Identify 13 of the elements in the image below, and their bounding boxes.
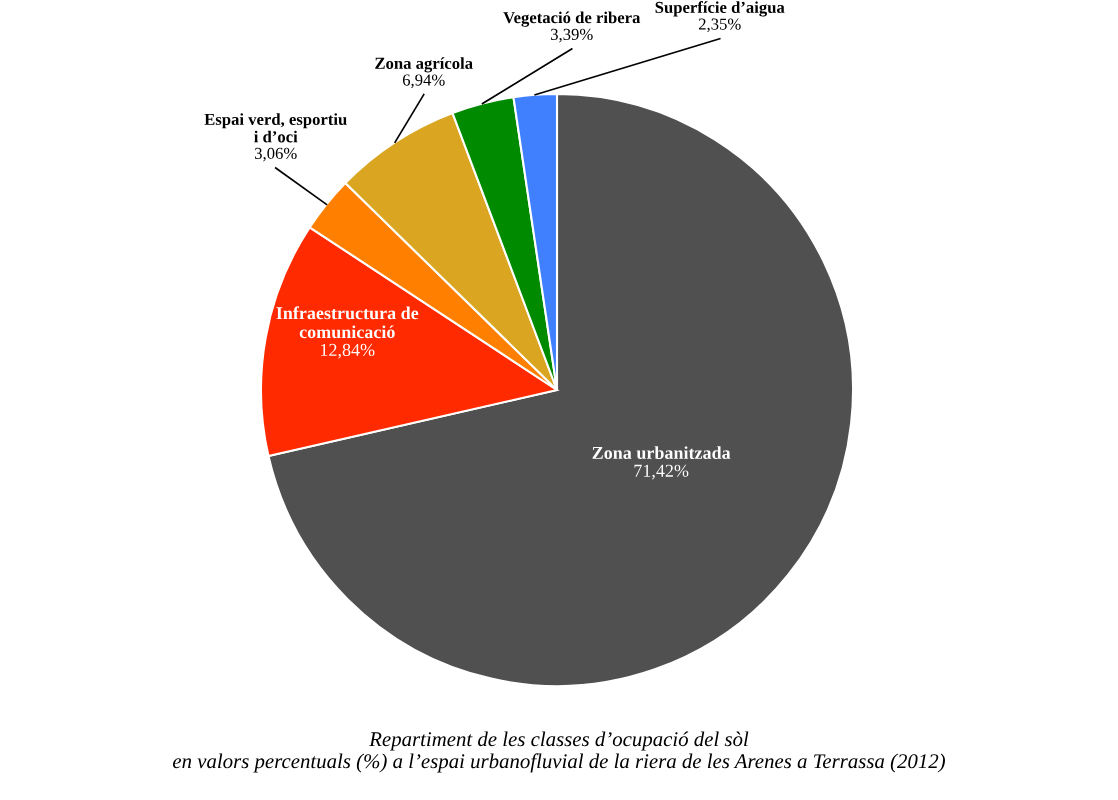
slice-label: Superfície d’aigua (655, 1, 785, 17)
slice-label: Zona urbanitzada (592, 446, 731, 460)
data-label: 6,94% (402, 74, 445, 89)
slice-label: Zona agrícola (375, 57, 473, 73)
data-label: 3,39% (551, 28, 593, 43)
data-label: 2,35% (698, 18, 741, 33)
slice-label: Infraestructura de comunicació (276, 306, 419, 339)
data-label: 12,84% (321, 343, 375, 359)
text: Repartiment de les classes d’ocupació del sòl en valors percentuals (%) a l’espai urbanofluvial de la riera de les Arenes a Terrassa (2012) (173, 731, 945, 773)
slice-label: Espai verd, esportiu i d’oci (204, 113, 347, 143)
data-label: 71,42% (634, 464, 689, 480)
data-label: 3,06% (255, 147, 297, 162)
slice-label: Vegetació de ribera (503, 11, 641, 27)
